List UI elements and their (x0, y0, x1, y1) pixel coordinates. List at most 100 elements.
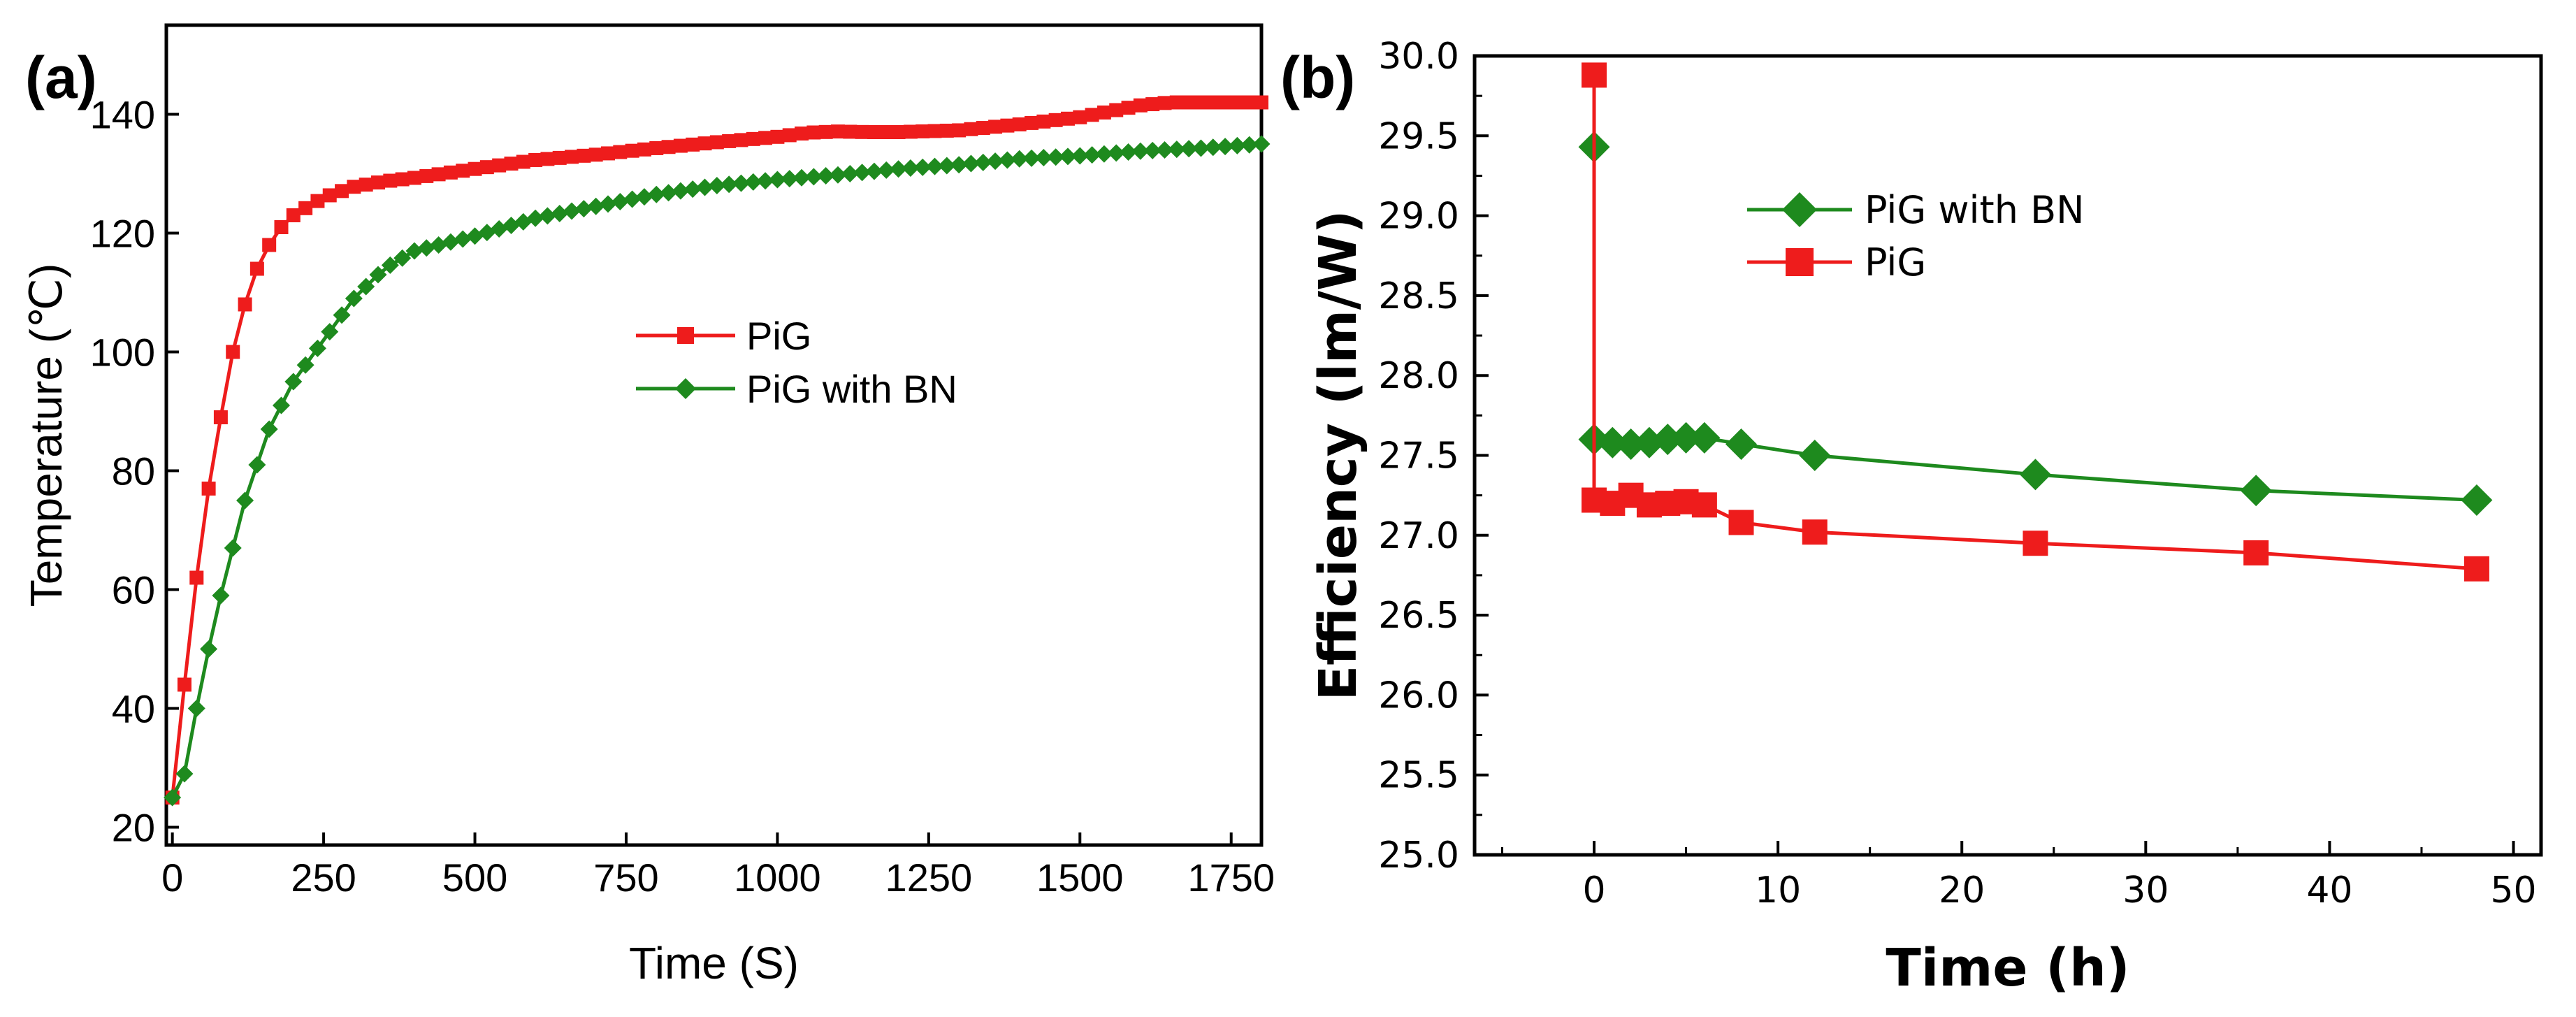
data-point (308, 339, 326, 357)
data-point (925, 157, 943, 175)
data-point (732, 174, 750, 192)
data-point (818, 124, 833, 139)
data-point (2023, 531, 2048, 556)
legend-marker (677, 327, 694, 344)
data-point (806, 125, 821, 140)
data-point (383, 173, 398, 188)
data-point (913, 158, 932, 176)
data-point (1802, 519, 1828, 545)
data-point (1073, 110, 1087, 124)
y-tick-label: 120 (90, 212, 155, 256)
data-point (830, 124, 845, 139)
data-point (492, 158, 507, 173)
data-point (262, 238, 277, 252)
data-point (1095, 145, 1113, 163)
y-tick-label: 40 (112, 687, 155, 731)
data-point (248, 456, 266, 474)
data-point (2240, 475, 2272, 507)
data-point (877, 161, 895, 179)
x-tick-label: 20 (1939, 870, 1985, 911)
data-point (454, 230, 472, 248)
data-point (804, 168, 823, 186)
data-point (2019, 459, 2051, 491)
data-point (964, 122, 978, 136)
data-point (683, 180, 702, 199)
data-point (260, 420, 278, 438)
data-point (1688, 421, 1721, 454)
data-point (1691, 492, 1717, 518)
data-point (746, 131, 760, 146)
data-point (1120, 143, 1138, 161)
legend-marker (1786, 248, 1814, 276)
data-point (673, 138, 688, 153)
data-point (998, 151, 1016, 169)
data-point (696, 178, 714, 196)
series-pig-with-bn (164, 135, 1271, 807)
data-point (1121, 101, 1136, 115)
data-point (443, 165, 458, 180)
legend-marker (675, 378, 696, 399)
data-point (1252, 135, 1271, 153)
data-point (841, 165, 859, 182)
data-point (795, 127, 809, 141)
data-point (660, 184, 678, 202)
y-tick-label: 80 (112, 449, 155, 493)
data-point (335, 184, 349, 199)
data-point (431, 167, 446, 182)
data-point (1194, 95, 1208, 110)
data-point (1000, 118, 1015, 133)
data-point (1145, 97, 1160, 112)
data-point (770, 129, 785, 144)
data-point (395, 172, 410, 187)
data-point (599, 195, 617, 213)
data-point (226, 345, 240, 359)
data-point (322, 188, 337, 203)
data-point (212, 586, 230, 605)
data-point (637, 142, 651, 157)
data-point (393, 249, 412, 267)
data-point (236, 491, 254, 510)
data-point (552, 150, 567, 165)
data-point (793, 168, 811, 187)
data-point (468, 161, 482, 176)
data-point (672, 182, 690, 200)
x-tick-label: 250 (291, 856, 356, 900)
data-point (768, 171, 786, 189)
y-tick-label: 25.0 (1378, 835, 1459, 877)
data-point (1011, 150, 1029, 168)
data-point (635, 188, 653, 206)
data-point (758, 131, 773, 145)
data-point (1012, 117, 1027, 131)
data-point (988, 120, 1003, 134)
data-point (565, 150, 579, 164)
panel-b-series (1578, 62, 2493, 582)
data-point (430, 236, 448, 254)
data-point (962, 154, 980, 173)
data-point (540, 152, 555, 166)
x-tick-label: 750 (593, 856, 658, 900)
y-tick-label: 60 (112, 568, 155, 612)
data-point (417, 239, 435, 257)
data-point (1036, 114, 1051, 129)
data-point (1034, 149, 1052, 167)
x-tick-label: 50 (2490, 870, 2536, 911)
data-point (538, 207, 556, 225)
data-point (697, 136, 712, 151)
data-point (1240, 136, 1259, 154)
y-tick-label: 27.0 (1378, 515, 1459, 557)
data-point (357, 277, 375, 296)
legend-entry: PiG (1865, 240, 1926, 284)
data-point (187, 700, 205, 717)
data-point (1218, 95, 1233, 110)
data-point (1582, 62, 1607, 88)
data-point (224, 539, 242, 557)
data-point (381, 256, 399, 274)
y-tick-label: 28.5 (1378, 275, 1459, 317)
data-point (526, 209, 544, 227)
data-point (600, 146, 615, 161)
x-tick-label: 1000 (734, 856, 821, 900)
data-point (938, 157, 956, 175)
data-point (1025, 115, 1039, 130)
data-point (272, 396, 290, 414)
